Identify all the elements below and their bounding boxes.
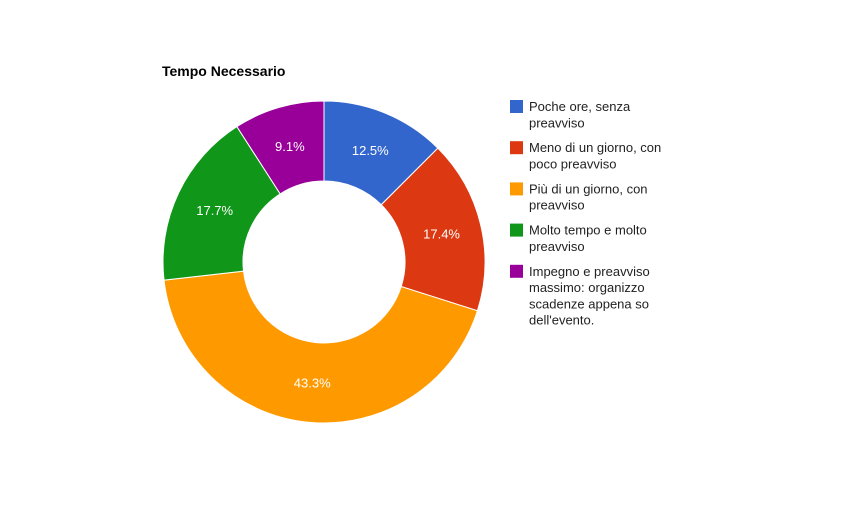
slice-labels-group: 12.5% 17.4% 43.3% 17.7% 9.1% — [196, 139, 460, 391]
slice-label: 17.7% — [196, 203, 233, 218]
slice-label: 43.3% — [294, 375, 331, 390]
slice-label: 12.5% — [352, 143, 389, 158]
slice-pi-di-un-giorno-con[interactable] — [163, 270, 479, 424]
legend-swatch — [510, 223, 523, 237]
legend-item-pi-di-un-giorno-con[interactable]: Più di un giorno, con preavviso — [510, 181, 648, 213]
legend-label: Poche ore, senza preavviso — [529, 99, 631, 130]
legend-swatch — [510, 141, 523, 155]
legend-label: Molto tempo e molto preavviso — [529, 223, 647, 254]
slice-impegno-e-preavviso[interactable] — [236, 100, 325, 195]
legend-item-meno-di-un-giorno-con[interactable]: Meno di un giorno, con poco preavviso — [510, 140, 661, 172]
legend-label: Più di un giorno, con preavviso — [529, 181, 648, 212]
slice-label: 9.1% — [275, 139, 305, 154]
slice-meno-di-un-giorno-con[interactable] — [380, 147, 486, 312]
legend-item-molto-tempo-e-molto[interactable]: Molto tempo e molto preavviso — [510, 223, 647, 254]
legend-label: Meno di un giorno, con poco preavviso — [529, 140, 661, 171]
legend-label: Impegno e preavviso massimo: organizzo sca… — [529, 264, 650, 328]
slice-label: 17.4% — [423, 226, 460, 241]
slices-group — [162, 100, 486, 424]
legend-swatch — [510, 100, 523, 113]
legend-item-poche-ore-senza[interactable]: Poche ore, senza preavviso — [510, 99, 631, 130]
chart-title: Tempo Necessario — [162, 63, 285, 79]
legend: Poche ore, senza preavviso Meno di un gior… — [510, 99, 661, 328]
legend-item-impegno-e-preavviso[interactable]: Impegno e preavviso massimo: organizzo sca… — [510, 264, 650, 328]
legend-swatch — [510, 182, 523, 196]
legend-swatch — [510, 264, 523, 278]
